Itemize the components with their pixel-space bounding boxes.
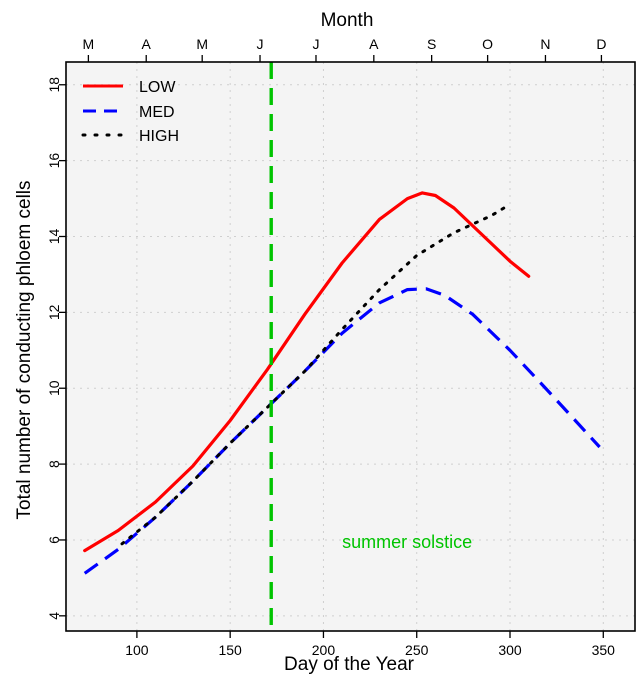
month-tick-label: M bbox=[83, 36, 95, 52]
series-line-low bbox=[83, 191, 531, 553]
y-tick-label: 6 bbox=[46, 536, 62, 544]
y-tick-label: 4 bbox=[46, 612, 62, 620]
x-tick-label: 150 bbox=[218, 642, 242, 658]
y-tick-label: 10 bbox=[46, 380, 62, 396]
legend-label-med: MED bbox=[139, 104, 175, 121]
month-tick-label: D bbox=[596, 36, 606, 52]
month-tick-label: S bbox=[427, 36, 436, 52]
y-tick-label: 12 bbox=[46, 304, 62, 320]
y-tick-label: 14 bbox=[46, 228, 62, 244]
plot-frame bbox=[65, 61, 636, 632]
y-tick-label: 16 bbox=[46, 153, 62, 169]
month-tick-label: A bbox=[142, 36, 152, 52]
month-tick-label: M bbox=[196, 36, 208, 52]
month-tick-label: A bbox=[369, 36, 379, 52]
month-tick-label: J bbox=[312, 36, 319, 52]
y-tick-label: 8 bbox=[46, 460, 62, 468]
x-axis-ticks: 100 150 200 250 300 350 bbox=[125, 631, 615, 658]
series-lines bbox=[83, 191, 601, 575]
top-axis-title: Month bbox=[321, 10, 374, 31]
plot-background bbox=[66, 62, 635, 631]
legend: LOW MED HIGH bbox=[81, 79, 179, 145]
x-axis-title: Day of the Year bbox=[284, 654, 415, 675]
x-tick-label: 350 bbox=[592, 642, 616, 658]
x-tick-label: 250 bbox=[405, 642, 429, 658]
x-tick-label: 300 bbox=[498, 642, 522, 658]
month-tick-label: O bbox=[482, 36, 493, 52]
series-line-high bbox=[120, 202, 512, 546]
series-line-med bbox=[83, 287, 601, 575]
y-axis-ticks: 4 6 8 10 12 14 16 18 bbox=[46, 77, 66, 620]
summer-solstice-annotation: summer solstice bbox=[342, 532, 472, 552]
x-tick-label: 200 bbox=[312, 642, 336, 658]
month-tick-label: N bbox=[540, 36, 550, 52]
y-tick-label: 18 bbox=[46, 77, 62, 93]
month-tick-label: J bbox=[257, 36, 264, 52]
legend-label-low: LOW bbox=[139, 79, 176, 96]
x-tick-label: 100 bbox=[125, 642, 149, 658]
y-axis-title: Total number of conducting phloem cells bbox=[14, 180, 35, 519]
legend-label-high: HIGH bbox=[139, 128, 179, 145]
